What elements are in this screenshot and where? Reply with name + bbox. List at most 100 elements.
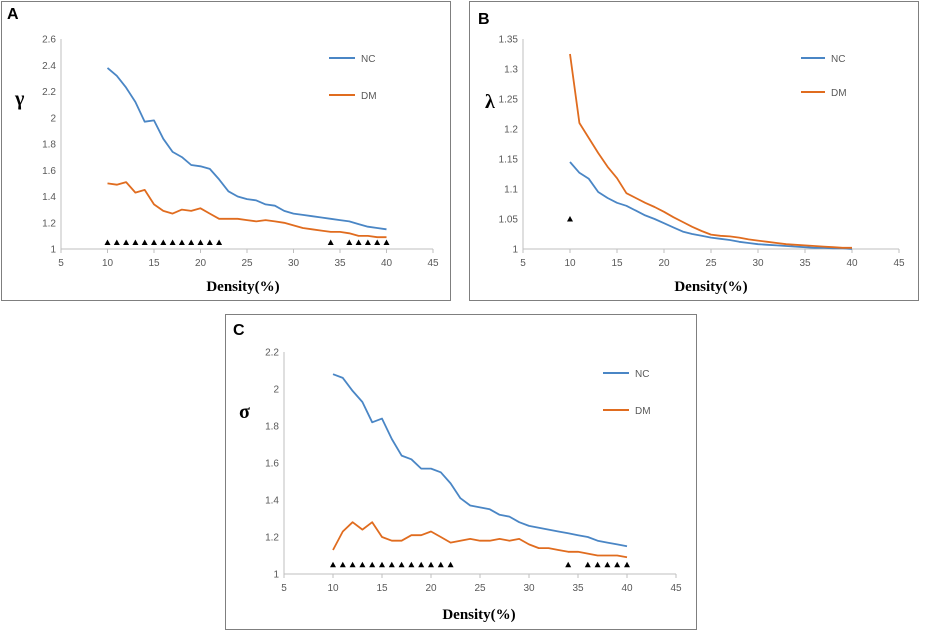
legend-dm-label: DM [361,91,377,102]
panel-b-legend: NC DM [801,54,847,99]
x-tick-label: 40 [381,258,393,269]
y-tick-label: 1.4 [42,192,56,203]
x-tick-label: 10 [102,258,114,269]
y-tick-label: 1.2 [504,125,518,136]
y-tick-label: 1 [512,245,518,256]
panel-a-ylabel: γ [14,88,25,110]
significance-marker [369,561,376,568]
y-tick-label: 1 [50,245,56,256]
significance-marker [379,561,385,568]
y-tick-label: 2.6 [42,35,56,46]
panel-b-frame [469,1,919,301]
panel-b-xlabel: Density(%) [674,279,747,295]
significance-marker [113,239,120,245]
x-tick-label: 20 [658,258,670,269]
y-tick-label: 1.35 [499,35,519,46]
legend-nc-label: NC [831,54,845,65]
significance-marker [355,239,362,245]
significance-marker [104,239,111,245]
series-nc-line [106,67,387,231]
significance-marker [359,561,366,568]
y-tick-label: 1.2 [42,218,56,229]
significance-marker [364,239,371,245]
panel-b-plot: 5 10 15 20 25 30 35 40 45 1 1.05 1.1 1.15 1.2 1.25 1.3 1… [499,35,905,270]
y-tick-label: 1.1 [504,185,518,196]
panel-a-plot: 5 10 15 20 25 30 35 40 45 1 1.2 1.4 1.6 1.8 2 2.2 2.4 2.6 [42,35,439,270]
x-tick-label: 20 [425,583,437,594]
series-nc-line [569,161,853,250]
x-tick-label: 30 [523,583,535,594]
significance-marker [327,239,334,245]
significance-marker [398,561,405,568]
y-tick-label: 1 [273,570,279,581]
legend-dm-label: DM [831,88,847,99]
x-tick-label: 35 [572,583,584,594]
x-tick-label: 30 [752,258,764,269]
panel-c-ylabel: σ [239,401,250,423]
panel-c-letter: C [233,322,245,339]
x-tick-label: 15 [611,258,623,269]
significance-marker [594,561,601,568]
significance-marker [141,239,148,245]
x-tick-label: 35 [799,258,811,269]
legend-dm-label: DM [635,406,651,417]
significance-marker [206,239,213,245]
x-tick-label: 25 [474,583,486,594]
x-tick-label: 30 [288,258,300,269]
y-tick-label: 2 [50,113,56,124]
x-tick-label: 5 [281,583,287,594]
y-tick-label: 2.2 [265,348,279,359]
significance-marker [565,561,572,568]
significance-marker [388,561,395,568]
y-tick-label: 1.8 [42,140,56,151]
significance-marker [374,239,381,245]
significance-marker [330,561,336,568]
panel-a-chart: A γ Density(%) 5 10 15 20 25 30 35 40 45 1 1.2 1.4 1… [1,1,451,301]
x-tick-label: 25 [241,258,253,269]
series-dm-line [332,521,628,559]
y-tick-label: 1.6 [42,166,56,177]
significance-marker [567,216,573,222]
panel-a-letter: A [7,6,19,23]
significance-marker [123,239,130,245]
x-tick-label: 5 [520,258,526,269]
significance-marker [349,561,356,568]
x-tick-label: 35 [334,258,346,269]
significance-marker [160,239,167,245]
significance-marker [604,561,611,568]
panel-a-frame [1,1,451,301]
panel-b-letter: B [478,11,490,28]
x-tick-label: 20 [195,258,207,269]
panel-a-legend: NC DM [329,54,377,102]
x-tick-label: 45 [670,583,682,594]
x-tick-label: 25 [705,258,717,269]
y-tick-label: 1.8 [265,422,279,433]
panel-c-legend: NC DM [603,369,651,417]
significance-marker [151,239,157,245]
series-nc-line [332,373,628,548]
significance-marker [346,239,353,245]
significance-marker [408,561,415,568]
significance-marker [447,561,454,568]
y-tick-label: 1.15 [499,155,519,166]
significance-marker [169,239,176,245]
x-tick-label: 15 [376,583,388,594]
x-tick-label: 10 [327,583,339,594]
x-tick-label: 15 [148,258,160,269]
x-tick-label: 10 [564,258,576,269]
y-tick-label: 2 [273,385,279,396]
y-tick-label: 1.25 [499,95,519,106]
panel-c-frame [225,314,697,630]
significance-marker [339,561,346,568]
significance-marker [383,239,390,245]
y-tick-label: 1.3 [504,65,518,76]
series-dm-line [107,181,387,239]
x-tick-label: 5 [58,258,64,269]
x-tick-label: 40 [621,583,633,594]
significance-marker [178,239,185,245]
x-tick-label: 40 [846,258,858,269]
panel-a-xlabel: Density(%) [206,279,279,295]
significance-marker [197,239,204,245]
legend-nc-label: NC [635,369,649,380]
significance-marker [216,239,223,245]
